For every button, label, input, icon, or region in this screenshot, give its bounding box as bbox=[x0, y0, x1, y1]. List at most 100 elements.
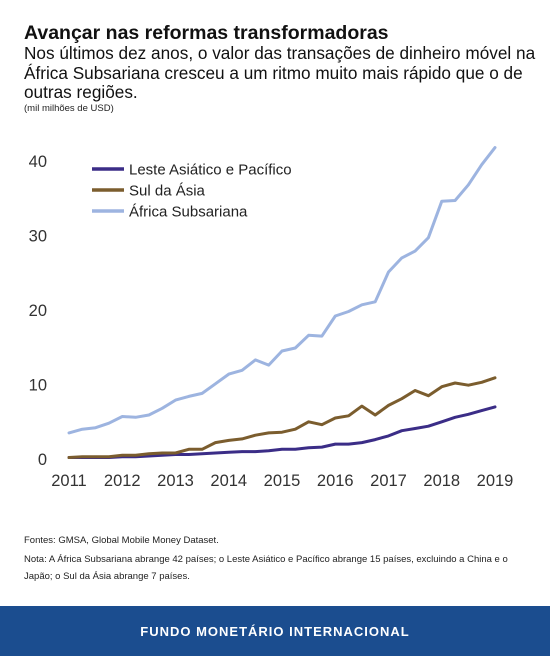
data-point bbox=[227, 451, 230, 454]
series-group bbox=[67, 146, 497, 459]
data-point bbox=[360, 303, 364, 306]
data-point bbox=[187, 395, 191, 398]
data-point bbox=[267, 449, 270, 453]
data-point bbox=[347, 414, 350, 417]
data-point bbox=[347, 310, 350, 313]
y-axis-units-label: (mil milhões de USD) bbox=[24, 103, 114, 114]
data-point bbox=[160, 454, 164, 457]
data-point bbox=[347, 442, 350, 446]
data-point bbox=[334, 442, 337, 446]
x-tick-label: 2018 bbox=[423, 472, 460, 490]
data-point bbox=[307, 446, 310, 450]
x-tick-label: 2017 bbox=[370, 472, 407, 490]
y-tick-label: 30 bbox=[29, 228, 47, 246]
data-point bbox=[493, 405, 497, 409]
y-tick-label: 10 bbox=[29, 377, 47, 395]
data-point bbox=[493, 376, 497, 379]
data-point bbox=[360, 441, 364, 444]
data-point bbox=[334, 416, 337, 420]
source-note: Fontes: GMSA, Global Mobile Money Datase… bbox=[24, 535, 219, 546]
data-point bbox=[214, 441, 217, 444]
data-point bbox=[427, 425, 430, 428]
x-tick-label: 2011 bbox=[51, 472, 86, 490]
data-point bbox=[400, 256, 404, 260]
data-point bbox=[81, 455, 84, 458]
data-point bbox=[107, 455, 111, 458]
data-point bbox=[280, 448, 284, 451]
data-point bbox=[160, 407, 164, 410]
data-point bbox=[240, 450, 244, 453]
legend-label: África Subsariana bbox=[129, 204, 248, 221]
data-point bbox=[440, 420, 443, 423]
data-point bbox=[227, 439, 230, 442]
data-point bbox=[280, 349, 284, 353]
data-point bbox=[373, 413, 377, 417]
y-tick-label: 20 bbox=[29, 302, 47, 320]
data-point bbox=[174, 398, 177, 402]
data-point bbox=[254, 358, 257, 362]
data-point bbox=[94, 426, 97, 429]
data-point bbox=[320, 423, 324, 426]
data-point bbox=[214, 382, 217, 385]
data-point bbox=[453, 381, 457, 385]
data-point bbox=[267, 431, 270, 435]
data-point bbox=[107, 422, 111, 425]
data-point bbox=[400, 397, 404, 400]
chart-notes: Fontes: GMSA, Global Mobile Money Datase… bbox=[24, 532, 534, 587]
data-point bbox=[467, 183, 470, 187]
data-point bbox=[307, 334, 310, 337]
data-point bbox=[147, 454, 151, 458]
data-point bbox=[480, 163, 483, 166]
data-point bbox=[187, 453, 191, 456]
footnote: Nota: A África Subsariana abrange 42 paí… bbox=[24, 554, 508, 582]
data-point bbox=[200, 392, 204, 395]
x-tick-label: 2019 bbox=[477, 472, 514, 490]
data-point bbox=[67, 456, 71, 459]
data-point bbox=[294, 346, 297, 350]
data-point bbox=[413, 427, 417, 430]
x-tick-label: 2013 bbox=[157, 472, 194, 490]
data-point bbox=[320, 445, 324, 449]
data-point bbox=[227, 372, 230, 376]
data-point bbox=[453, 416, 457, 419]
legend: Leste Asiático e Pacífico Sul da Ásia Áfri… bbox=[92, 162, 292, 221]
data-point bbox=[334, 314, 337, 318]
data-point bbox=[94, 455, 97, 458]
x-tick-label: 2012 bbox=[104, 472, 141, 490]
data-point bbox=[387, 434, 390, 438]
data-point bbox=[147, 452, 151, 455]
data-point bbox=[121, 454, 124, 457]
data-point bbox=[214, 451, 217, 455]
x-tick-label: 2014 bbox=[210, 472, 247, 490]
data-point bbox=[240, 437, 244, 441]
y-tick-label: 40 bbox=[29, 153, 47, 171]
data-point bbox=[320, 334, 324, 338]
data-point bbox=[267, 363, 270, 367]
data-point bbox=[121, 415, 124, 418]
data-point bbox=[280, 430, 284, 434]
data-point bbox=[294, 428, 297, 431]
x-axis: 2011 2012 2013 2014 2015 2016 2017 2018 2019 bbox=[51, 472, 513, 490]
data-point bbox=[440, 385, 443, 388]
legend-label: Leste Asiático e Pacífico bbox=[129, 162, 292, 179]
x-tick-label: 2016 bbox=[317, 472, 354, 490]
data-point bbox=[240, 369, 244, 372]
footer-banner: FUNDO MONETÁRIO INTERNACIONAL bbox=[0, 606, 550, 656]
chart-subtitle: Nos últimos dez anos, o valor das transa… bbox=[24, 43, 536, 102]
y-axis: 0 10 20 30 40 bbox=[29, 153, 47, 469]
data-point bbox=[440, 200, 443, 203]
data-point bbox=[254, 450, 257, 453]
data-point bbox=[134, 416, 137, 419]
data-point bbox=[200, 452, 204, 455]
data-point bbox=[467, 413, 470, 416]
data-point bbox=[200, 448, 204, 451]
data-point bbox=[160, 451, 164, 455]
footer-label: FUNDO MONETÁRIO INTERNACIONAL bbox=[140, 623, 410, 639]
data-point bbox=[427, 394, 430, 397]
legend-label: Sul da Ásia bbox=[129, 183, 206, 200]
data-point bbox=[147, 413, 151, 417]
data-point bbox=[413, 389, 417, 392]
data-point bbox=[81, 428, 84, 431]
data-point bbox=[254, 433, 257, 437]
